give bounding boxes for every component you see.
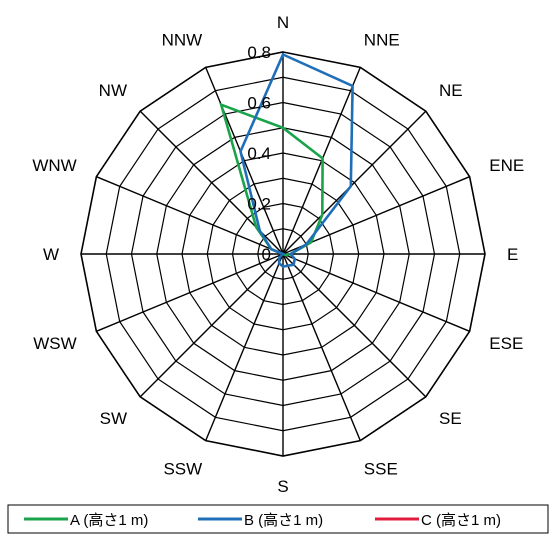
legend-box xyxy=(7,504,549,534)
radial-tick-labels: 0 0.2 0.4 0.6 0.8 xyxy=(247,43,271,264)
tick-label: 0.4 xyxy=(247,144,271,163)
direction-label-e: E xyxy=(507,245,518,264)
direction-label-sw: SW xyxy=(100,409,127,428)
direction-label-ssw: SSW xyxy=(163,459,202,478)
direction-label-wsw: WSW xyxy=(33,334,76,353)
series-line-b xyxy=(239,52,354,268)
legend-label: C (高さ1 m) xyxy=(421,512,501,529)
direction-spokes xyxy=(81,52,485,456)
tick-label: 0.6 xyxy=(247,94,271,113)
direction-label-nnw: NNW xyxy=(162,31,203,50)
legend-label: B (高さ1 m) xyxy=(244,512,323,529)
spoke xyxy=(96,253,284,332)
tick-label: 0.2 xyxy=(247,195,271,214)
spoke xyxy=(282,253,361,441)
spoke xyxy=(282,110,427,255)
spoke xyxy=(96,176,284,255)
direction-label-ene: ENE xyxy=(489,156,524,175)
legend: A (高さ1 m) B (高さ1 m) C (高さ1 m) xyxy=(7,504,549,534)
series-line-a xyxy=(219,102,324,257)
direction-label-nne: NNE xyxy=(364,31,400,50)
direction-label-wnw: WNW xyxy=(32,156,76,175)
direction-label-ese: ESE xyxy=(489,334,523,353)
spoke xyxy=(282,253,470,332)
direction-labels: N NNE NE ENE E ESE SE SSE S SSW SW WSW W WNW NW NNW xyxy=(32,13,524,496)
spoke xyxy=(205,253,284,441)
spoke xyxy=(139,253,284,398)
tick-label: 0.8 xyxy=(247,43,271,62)
direction-label-se: SE xyxy=(439,409,462,428)
spoke xyxy=(282,176,470,255)
direction-label-w: W xyxy=(43,245,59,264)
direction-label-ne: NE xyxy=(439,81,463,100)
legend-label: A (高さ1 m) xyxy=(70,512,148,529)
tick-label: 0 xyxy=(262,245,271,264)
series-lines xyxy=(219,52,354,268)
spoke xyxy=(282,253,427,398)
spoke xyxy=(205,67,284,255)
direction-label-s: S xyxy=(277,477,288,496)
direction-label-sse: SSE xyxy=(364,459,398,478)
direction-label-nw: NW xyxy=(99,81,127,100)
direction-label-n: N xyxy=(277,13,289,32)
